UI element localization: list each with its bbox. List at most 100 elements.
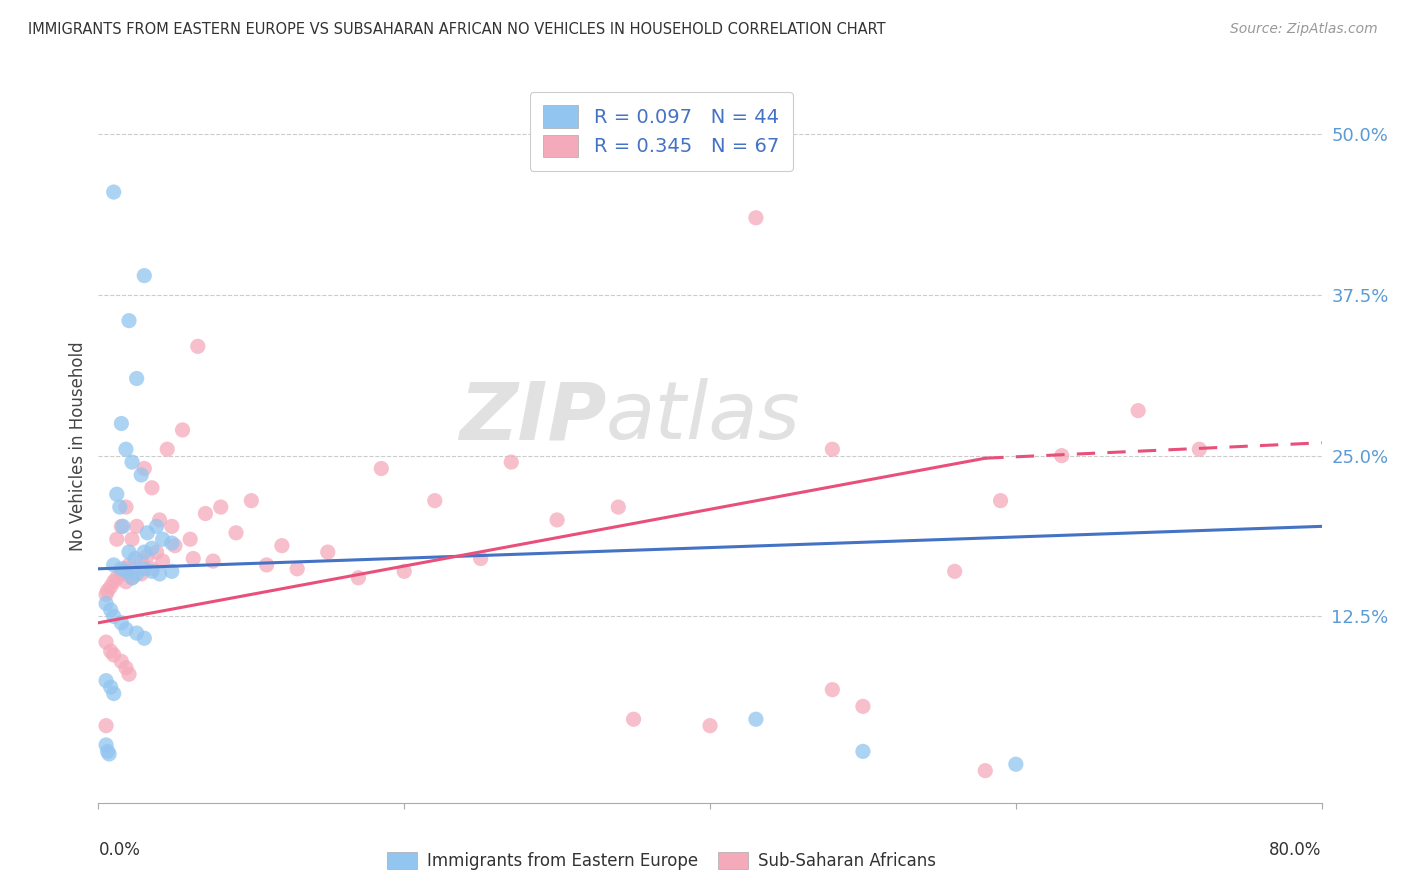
Point bbox=[105, 533, 128, 547]
Point bbox=[943, 565, 966, 579]
Point bbox=[118, 667, 141, 681]
Point bbox=[94, 597, 117, 611]
Point bbox=[285, 562, 308, 576]
Point bbox=[134, 545, 156, 559]
Point bbox=[129, 566, 152, 581]
Point bbox=[103, 609, 125, 624]
Point bbox=[347, 571, 370, 585]
Point bbox=[110, 519, 132, 533]
Point bbox=[103, 558, 125, 572]
Point bbox=[225, 525, 247, 540]
Point bbox=[202, 554, 225, 568]
Point bbox=[121, 571, 143, 585]
Point bbox=[125, 626, 148, 640]
Point bbox=[1128, 403, 1150, 417]
Point bbox=[97, 583, 120, 598]
Point bbox=[470, 551, 492, 566]
Point bbox=[115, 500, 138, 514]
Point bbox=[423, 493, 446, 508]
Point bbox=[990, 493, 1012, 508]
Point bbox=[110, 615, 132, 630]
Point bbox=[149, 513, 172, 527]
Point bbox=[821, 682, 844, 697]
Point bbox=[98, 747, 121, 761]
Point bbox=[124, 551, 146, 566]
Point bbox=[134, 562, 156, 576]
Point bbox=[149, 566, 172, 581]
Point bbox=[152, 533, 174, 547]
Point bbox=[270, 539, 292, 553]
Point bbox=[194, 507, 217, 521]
Point bbox=[103, 648, 125, 662]
Text: IMMIGRANTS FROM EASTERN EUROPE VS SUBSAHARAN AFRICAN NO VEHICLES IN HOUSEHOLD CO: IMMIGRANTS FROM EASTERN EUROPE VS SUBSAH… bbox=[28, 22, 886, 37]
Point bbox=[110, 417, 132, 431]
Point bbox=[115, 574, 138, 589]
Point bbox=[110, 654, 132, 668]
Point bbox=[607, 500, 630, 514]
Point bbox=[852, 699, 875, 714]
Point bbox=[623, 712, 645, 726]
Point bbox=[115, 562, 138, 576]
Point bbox=[103, 185, 125, 199]
Point bbox=[121, 455, 143, 469]
Point bbox=[100, 680, 122, 694]
Point bbox=[118, 313, 141, 327]
Point bbox=[160, 519, 183, 533]
Point bbox=[100, 580, 122, 594]
Point bbox=[134, 461, 156, 475]
Point bbox=[141, 565, 163, 579]
Text: 0.0%: 0.0% bbox=[98, 841, 141, 859]
Point bbox=[392, 565, 416, 579]
Point bbox=[546, 513, 568, 527]
Point bbox=[111, 519, 134, 533]
Point bbox=[141, 562, 163, 576]
Point bbox=[179, 533, 201, 547]
Point bbox=[94, 719, 117, 733]
Point bbox=[160, 536, 183, 550]
Text: ZIP: ZIP bbox=[458, 378, 606, 457]
Point bbox=[103, 574, 125, 589]
Point bbox=[370, 461, 392, 475]
Point bbox=[94, 673, 117, 688]
Point bbox=[100, 644, 122, 658]
Point bbox=[145, 519, 167, 533]
Point bbox=[209, 500, 232, 514]
Point bbox=[115, 661, 138, 675]
Point bbox=[105, 487, 128, 501]
Point bbox=[110, 566, 132, 581]
Point bbox=[103, 686, 125, 700]
Point bbox=[94, 635, 117, 649]
Point bbox=[115, 565, 138, 579]
Point bbox=[745, 211, 768, 225]
Point bbox=[240, 493, 263, 508]
Point bbox=[501, 455, 523, 469]
Point bbox=[110, 562, 132, 576]
Point bbox=[136, 525, 159, 540]
Point bbox=[105, 571, 128, 585]
Point bbox=[121, 533, 143, 547]
Point bbox=[94, 587, 117, 601]
Text: atlas: atlas bbox=[606, 378, 801, 457]
Point bbox=[187, 339, 209, 353]
Point bbox=[974, 764, 997, 778]
Point bbox=[125, 566, 148, 581]
Point bbox=[160, 565, 183, 579]
Text: 80.0%: 80.0% bbox=[1270, 841, 1322, 859]
Point bbox=[97, 744, 120, 758]
Text: Source: ZipAtlas.com: Source: ZipAtlas.com bbox=[1230, 22, 1378, 37]
Point bbox=[129, 554, 152, 568]
Y-axis label: No Vehicles in Household: No Vehicles in Household bbox=[69, 341, 87, 551]
Point bbox=[1004, 757, 1026, 772]
Point bbox=[118, 545, 141, 559]
Point bbox=[108, 500, 131, 514]
Point bbox=[163, 539, 186, 553]
Point bbox=[745, 712, 768, 726]
Point bbox=[141, 541, 163, 556]
Point bbox=[129, 467, 152, 482]
Point bbox=[699, 719, 721, 733]
Point bbox=[94, 738, 117, 752]
Point bbox=[852, 744, 875, 758]
Point bbox=[134, 631, 156, 645]
Point bbox=[256, 558, 278, 572]
Point bbox=[152, 554, 174, 568]
